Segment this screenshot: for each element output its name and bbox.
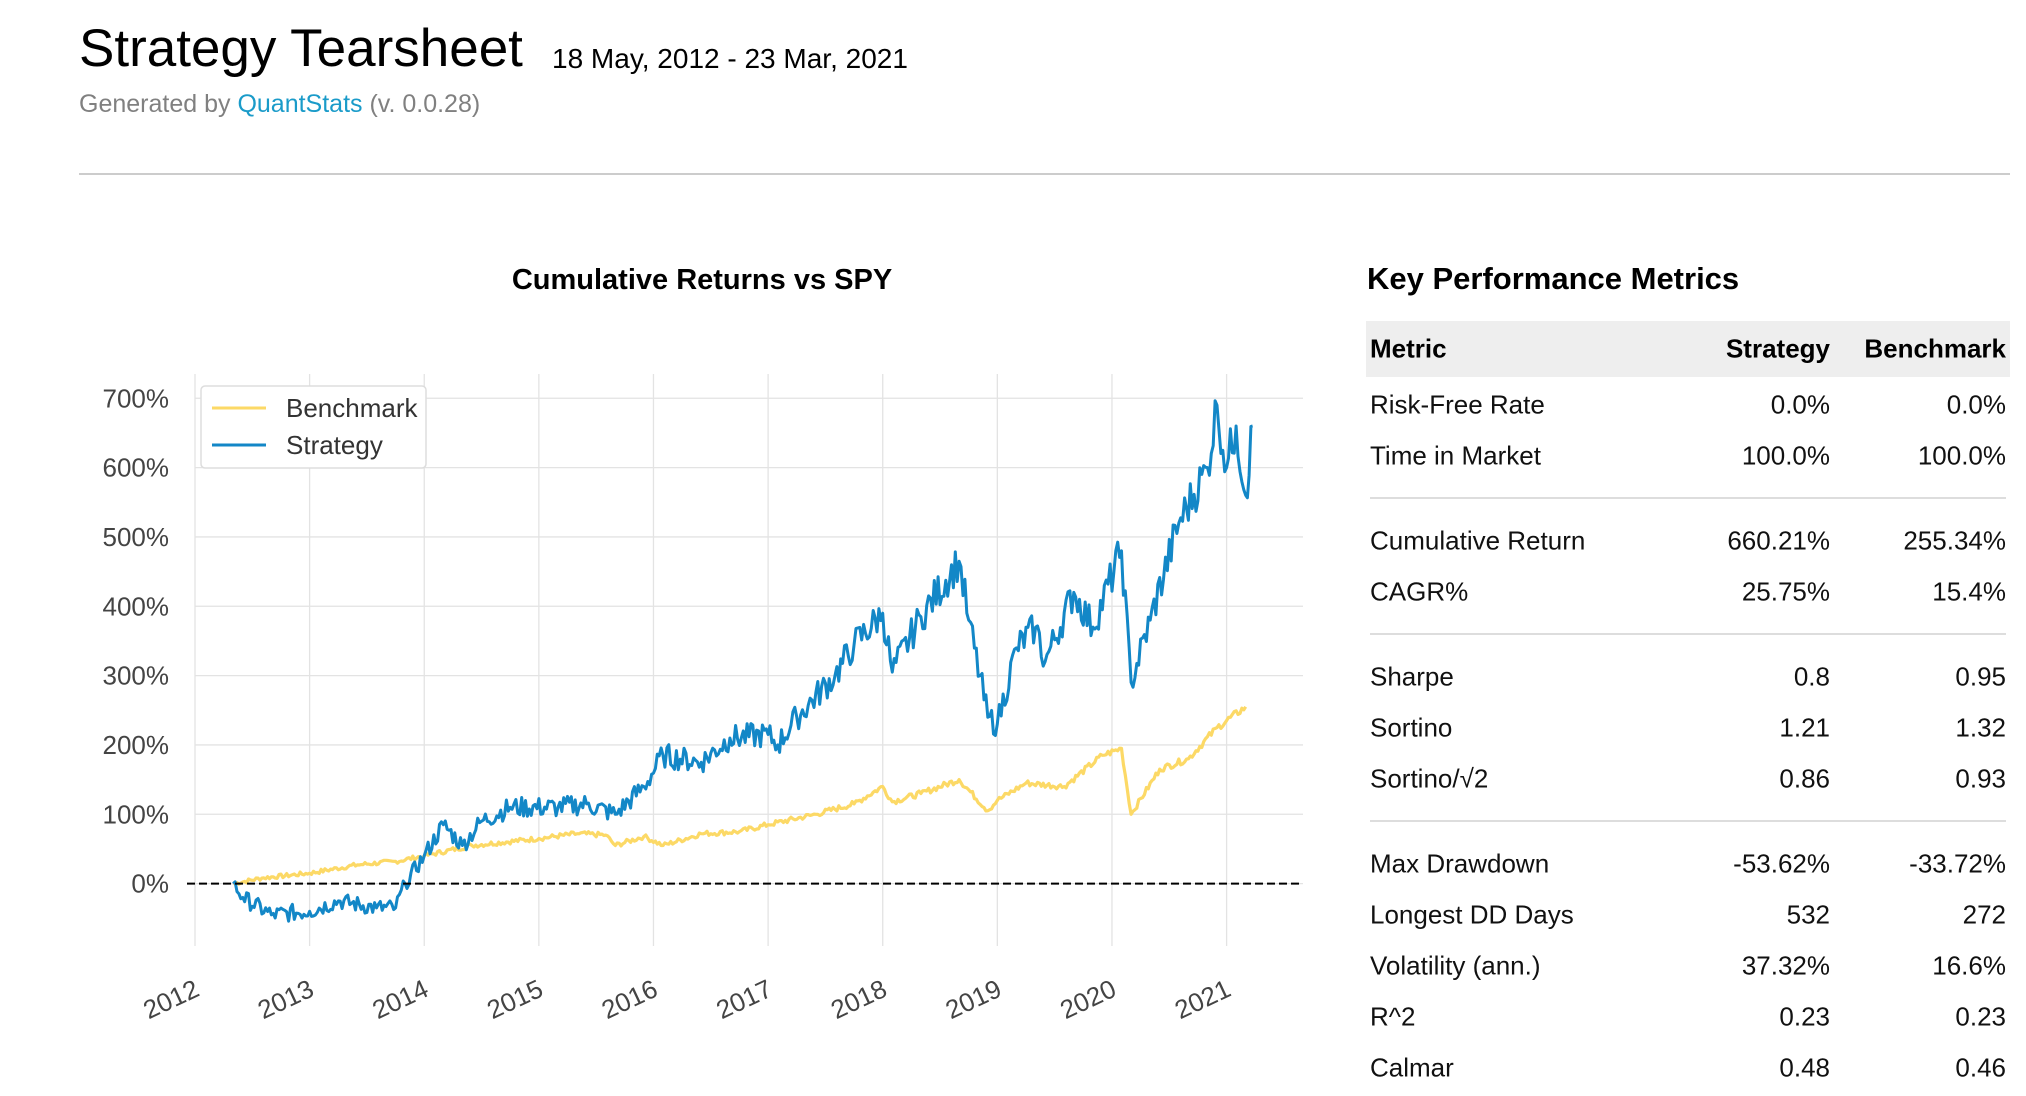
metric-name: Risk-Free Rate	[1370, 389, 1545, 419]
y-tick-label: 300%	[103, 661, 170, 691]
strategy-value: 532	[1786, 899, 1830, 929]
benchmark-value: 1.32	[1955, 712, 2006, 742]
page-title: Strategy Tearsheet	[79, 19, 523, 78]
strategy-value: -53.62%	[1733, 848, 1830, 878]
strategy-value: 1.21	[1779, 712, 1830, 742]
version-label: (v. 0.0.28)	[369, 90, 481, 118]
table-row: R^2 0.23 0.23	[1366, 991, 2010, 1042]
metric-name: CAGR%	[1370, 576, 1469, 606]
x-tick-label: 2017	[712, 973, 777, 1025]
metric-name: Max Drawdown	[1370, 848, 1550, 878]
benchmark-value: Benchmark	[1864, 333, 2006, 364]
strategy-value: 0.0%	[1770, 389, 1830, 419]
metric-name: Sortino	[1370, 712, 1453, 742]
table-row: Sortino/√2 0.86 0.93	[1366, 753, 2010, 804]
x-tick-label: 2020	[1055, 973, 1120, 1025]
y-tick-label: 0%	[131, 869, 169, 899]
table-row: Sharpe 0.8 0.95	[1366, 651, 2010, 702]
metric-name: Sortino/√2	[1370, 763, 1489, 793]
metric-name: Calmar	[1370, 1052, 1454, 1082]
benchmark-value: 255.34%	[1903, 525, 2006, 555]
x-tick-label: 2021	[1170, 973, 1235, 1025]
benchmark-value: 0.46	[1955, 1052, 2006, 1082]
strategy-value: 0.86	[1779, 763, 1830, 793]
table-row: Time in Market 100.0% 100.0%	[1366, 430, 2010, 481]
date-range: 18 May, 2012 - 23 Mar, 2021	[552, 43, 908, 74]
generated-by: Generated by QuantStats (v. 0.0.28)	[79, 90, 480, 119]
metrics-table: Metric Strategy Benchmark Risk-Free Rate 0.0…	[1366, 321, 2010, 1093]
y-tick-label: 400%	[103, 591, 170, 621]
chart-title: Cumulative Returns vs SPY	[511, 264, 893, 296]
table-row: Risk-Free Rate 0.0% 0.0%	[1366, 379, 2010, 430]
quantstats-link[interactable]: QuantStats	[237, 90, 363, 118]
table-row: Volatility (ann.) 37.32% 16.6%	[1366, 940, 2010, 991]
table-row: Sortino 1.21 1.32	[1366, 702, 2010, 753]
table-row: Max Drawdown -53.62% -33.72%	[1366, 838, 2010, 889]
benchmark-value: 272	[1962, 899, 2006, 929]
metric-name: Volatility (ann.)	[1370, 950, 1541, 980]
divider	[79, 173, 2010, 175]
table-row: Cumulative Return 660.21% 255.34%	[1366, 515, 2010, 566]
y-tick-label: 600%	[103, 453, 170, 483]
group-divider	[1370, 633, 2006, 635]
table-row: Longest DD Days 532 272	[1366, 889, 2010, 940]
metric-name: Cumulative Return	[1370, 525, 1586, 555]
y-tick-label: 100%	[103, 799, 170, 829]
y-tick-label: 200%	[103, 730, 170, 760]
table-row: Calmar 0.48 0.46	[1366, 1042, 2010, 1093]
benchmark-value: 0.0%	[1946, 389, 2006, 419]
strategy-value: 100.0%	[1741, 440, 1830, 470]
x-tick-label: 2019	[941, 973, 1006, 1025]
strategy-value: 0.8	[1793, 661, 1830, 691]
metric-name: Metric	[1370, 333, 1447, 364]
strategy-value: 0.48	[1779, 1052, 1830, 1082]
benchmark-line	[232, 705, 1248, 886]
legend-label: Strategy	[286, 430, 383, 460]
benchmark-value: 0.93	[1955, 763, 2006, 793]
strategy-line	[232, 399, 1253, 923]
table-header: Metric Strategy Benchmark	[1366, 321, 2010, 377]
y-tick-label: 700%	[103, 383, 170, 413]
x-tick-label: 2013	[253, 973, 318, 1025]
benchmark-value: 0.95	[1955, 661, 2006, 691]
y-tick-label: 500%	[103, 522, 170, 552]
group-divider	[1370, 497, 2006, 499]
x-tick-label: 2015	[482, 973, 547, 1025]
benchmark-value: 16.6%	[1932, 950, 2006, 980]
generated-prefix: Generated by	[79, 90, 231, 118]
strategy-value: 0.23	[1779, 1001, 1830, 1031]
x-tick-label: 2016	[597, 973, 662, 1025]
metric-name: Longest DD Days	[1370, 899, 1574, 929]
benchmark-value: 0.23	[1955, 1001, 2006, 1031]
table-row: CAGR% 25.75% 15.4%	[1366, 566, 2010, 617]
metrics-title: Key Performance Metrics	[1367, 261, 1740, 296]
metric-name: Time in Market	[1370, 440, 1541, 470]
x-tick-label: 2012	[138, 973, 203, 1025]
strategy-value: 660.21%	[1727, 525, 1830, 555]
strategy-value: Strategy	[1725, 333, 1830, 364]
x-tick-label: 2014	[368, 973, 433, 1025]
strategy-value: 25.75%	[1741, 576, 1830, 606]
metric-name: R^2	[1370, 1001, 1416, 1031]
benchmark-value: -33.72%	[1909, 848, 2006, 878]
legend-label: Benchmark	[286, 393, 418, 423]
group-divider	[1370, 820, 2006, 822]
cumulative-returns-chart: 0% 100% 200% 300% 400% 500% 600% 700% 2012 2013 20…	[103, 374, 1303, 1025]
metric-name: Sharpe	[1370, 661, 1454, 691]
strategy-value: 37.32%	[1741, 950, 1830, 980]
benchmark-value: 100.0%	[1917, 440, 2006, 470]
x-tick-label: 2018	[826, 973, 891, 1025]
benchmark-value: 15.4%	[1932, 576, 2006, 606]
